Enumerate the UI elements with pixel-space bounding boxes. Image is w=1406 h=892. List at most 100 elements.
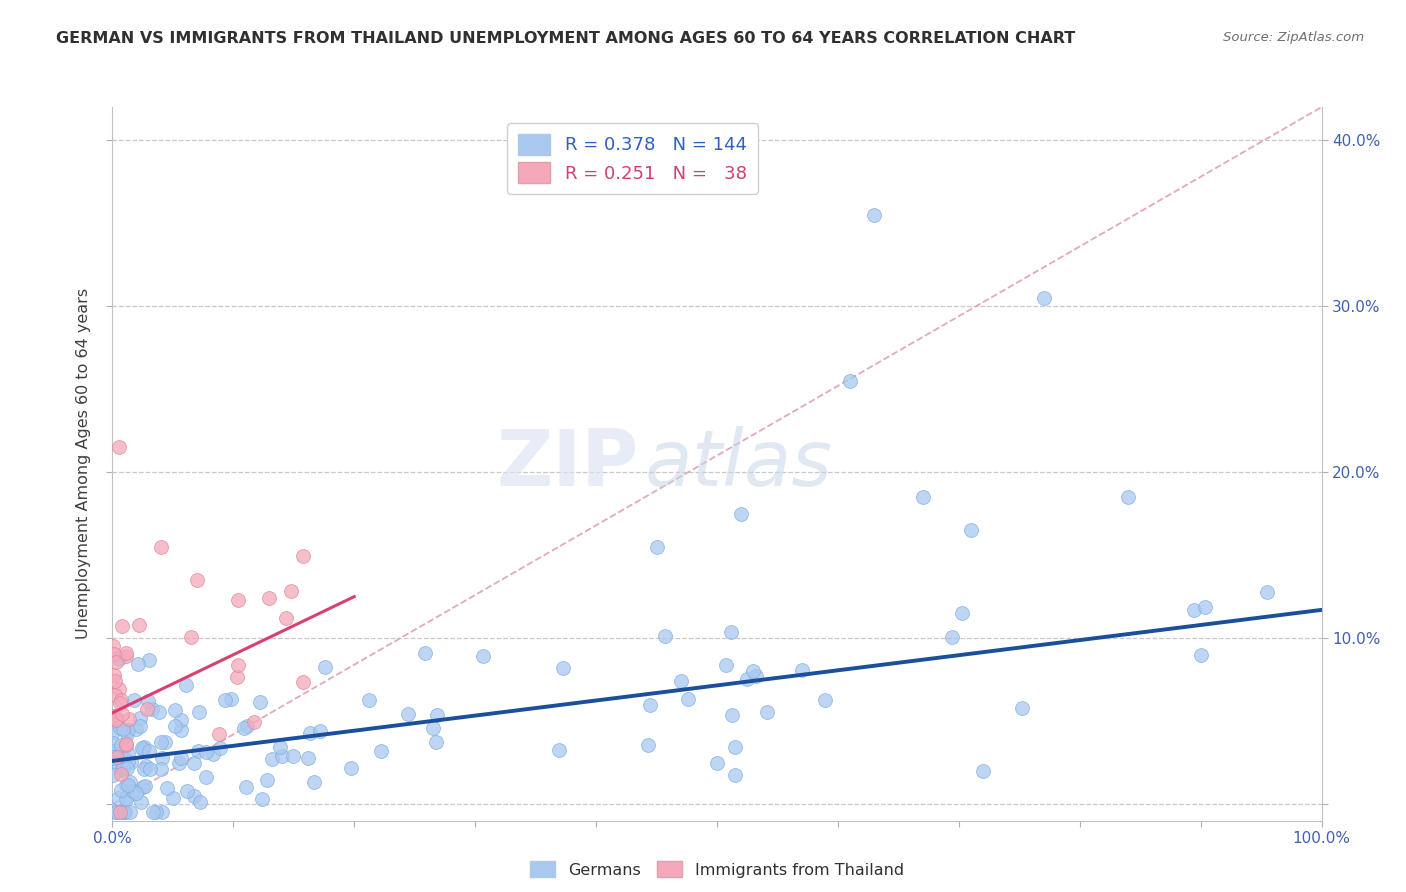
Point	[188, 795, 211, 809]
Point	[118, 775, 141, 789]
Point	[183, 789, 205, 804]
Point	[249, 695, 271, 709]
Point	[950, 606, 973, 620]
Point	[111, 707, 134, 722]
Point	[108, 760, 131, 774]
Point	[170, 713, 193, 727]
Point	[742, 665, 765, 679]
Point	[115, 648, 138, 663]
Point	[281, 749, 304, 764]
Point	[112, 762, 135, 776]
Point	[117, 747, 139, 761]
Point	[131, 741, 153, 756]
Point	[236, 719, 259, 733]
Legend: Germans, Immigrants from Thailand: Germans, Immigrants from Thailand	[523, 855, 911, 884]
Point	[186, 573, 208, 587]
Point	[110, 738, 132, 752]
Point	[156, 781, 179, 796]
Point	[298, 726, 321, 740]
Point	[101, 744, 124, 758]
Point	[274, 611, 297, 625]
Point	[105, 805, 128, 820]
Text: Source: ZipAtlas.com: Source: ZipAtlas.com	[1223, 31, 1364, 45]
Point	[149, 762, 172, 776]
Text: GERMAN VS IMMIGRANTS FROM THAILAND UNEMPLOYMENT AMONG AGES 60 TO 64 YEARS CORREL: GERMAN VS IMMIGRANTS FROM THAILAND UNEMP…	[56, 31, 1076, 46]
Point	[471, 649, 494, 664]
Point	[110, 766, 132, 780]
Point	[142, 805, 165, 820]
Point	[114, 737, 136, 751]
Point	[103, 714, 125, 728]
Point	[115, 792, 138, 806]
Point	[101, 709, 124, 723]
Point	[297, 751, 319, 765]
Point	[110, 764, 132, 778]
Point	[136, 694, 159, 708]
Point	[1032, 291, 1054, 305]
Point	[426, 707, 449, 722]
Point	[226, 657, 249, 672]
Point	[105, 655, 128, 669]
Point	[149, 735, 172, 749]
Point	[124, 786, 146, 800]
Point	[138, 653, 160, 667]
Point	[129, 719, 152, 733]
Point	[813, 692, 835, 706]
Point	[108, 681, 131, 696]
Point	[107, 791, 129, 805]
Point	[112, 805, 135, 820]
Point	[176, 783, 198, 797]
Point	[308, 724, 330, 739]
Point	[104, 689, 127, 703]
Point	[114, 778, 136, 792]
Point	[103, 647, 125, 661]
Point	[150, 805, 173, 820]
Point	[105, 743, 128, 757]
Point	[201, 747, 224, 762]
Point	[226, 592, 249, 607]
Point	[103, 751, 125, 765]
Point	[153, 735, 176, 749]
Point	[117, 778, 139, 792]
Point	[340, 761, 363, 775]
Point	[141, 702, 163, 716]
Point	[103, 668, 125, 682]
Point	[111, 805, 134, 820]
Point	[103, 724, 125, 739]
Point	[1194, 600, 1216, 615]
Point	[138, 744, 160, 758]
Point	[108, 805, 131, 820]
Point	[551, 661, 574, 675]
Point	[233, 721, 256, 735]
Point	[291, 549, 314, 563]
Point	[132, 780, 155, 795]
Point	[111, 618, 134, 632]
Point	[271, 749, 294, 764]
Point	[745, 669, 768, 683]
Point	[117, 712, 139, 726]
Point	[135, 759, 157, 773]
Point	[138, 762, 160, 776]
Text: ZIP: ZIP	[496, 425, 638, 502]
Point	[214, 693, 236, 707]
Point	[208, 727, 231, 741]
Point	[548, 743, 571, 757]
Point	[180, 630, 202, 644]
Point	[114, 738, 136, 752]
Point	[104, 673, 127, 688]
Point	[863, 208, 886, 222]
Point	[163, 719, 186, 733]
Point	[219, 692, 242, 706]
Point	[112, 723, 135, 737]
Point	[101, 639, 124, 653]
Point	[183, 756, 205, 771]
Point	[302, 775, 325, 789]
Point	[187, 744, 209, 758]
Point	[314, 660, 336, 674]
Point	[127, 657, 149, 671]
Point	[162, 791, 184, 805]
Point	[145, 805, 167, 820]
Point	[170, 750, 193, 764]
Point	[252, 792, 274, 806]
Point	[120, 756, 142, 770]
